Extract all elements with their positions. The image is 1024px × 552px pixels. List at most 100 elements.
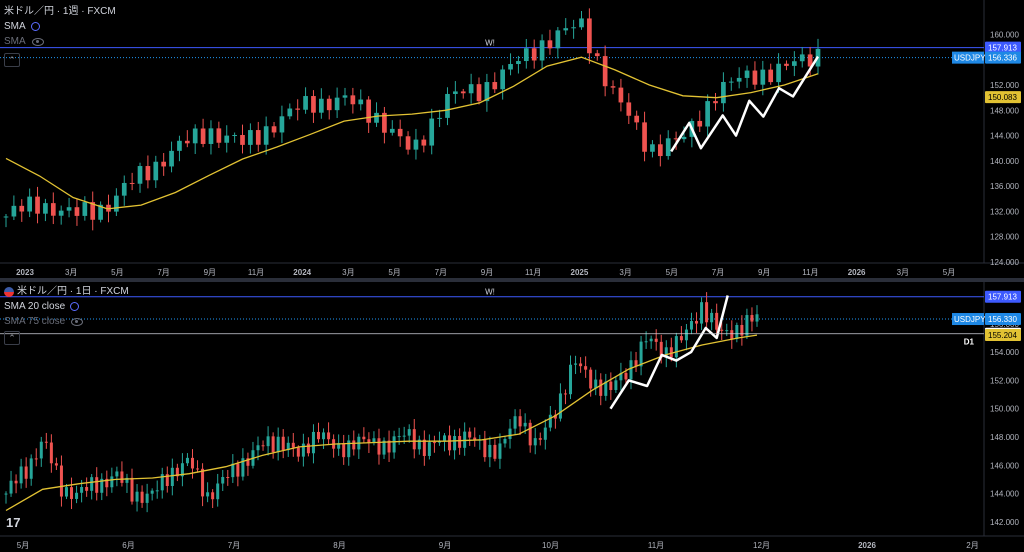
candle-body: [792, 61, 797, 66]
candle-body: [673, 138, 679, 140]
time-tick-label: 9月: [481, 268, 493, 277]
candle-body: [66, 207, 72, 211]
candle-body: [760, 69, 766, 85]
indicator-settings-icon[interactable]: [30, 22, 40, 31]
pane-divider[interactable]: [0, 278, 1024, 282]
collapse-legend-button[interactable]: ⌃: [4, 331, 20, 345]
daily-chart-plot[interactable]: 158.000156.000154.000152.000150.000148.0…: [0, 282, 1024, 552]
daily-legend: 米ドル／円 · 1日 · FXCM SMA 20 close SMA 75 cl…: [4, 284, 129, 329]
candle-body: [352, 440, 356, 450]
candle-body: [453, 436, 457, 451]
candle-body: [728, 81, 734, 83]
candle-body: [776, 63, 781, 83]
candle-body: [216, 483, 220, 500]
timeframe-label: D1: [964, 338, 975, 347]
candle-body: [492, 82, 498, 90]
daily-sma20-legend[interactable]: SMA 20 close: [4, 301, 66, 312]
candle-body: [807, 54, 813, 67]
candle-body: [735, 324, 739, 340]
candle-body: [736, 77, 742, 82]
candle-body: [389, 128, 395, 133]
indicator-settings-icon[interactable]: [70, 302, 80, 311]
candle-body: [49, 442, 53, 464]
candle-body: [246, 458, 250, 466]
sma-price-label: 150.083: [988, 93, 1017, 102]
sma-price-label-bg: [985, 329, 1021, 342]
candle-body: [98, 204, 103, 220]
hidden-eye-icon[interactable]: [31, 37, 44, 46]
time-tick-label: 12月: [753, 541, 770, 550]
candle-body: [226, 477, 230, 479]
alert-price-label-bg: [985, 290, 1021, 303]
time-tick-label: 5月: [388, 268, 400, 277]
weekly-chart-pane[interactable]: 160.000156.000152.000148.000144.000140.0…: [0, 0, 1024, 278]
daily-title[interactable]: 米ドル／円 · 1日 · FXCM: [17, 286, 129, 297]
candle-body: [752, 70, 758, 85]
price-tick-label: 148.000: [990, 433, 1019, 442]
weekly-sma2-legend[interactable]: SMA: [4, 36, 26, 47]
collapse-legend-button[interactable]: ⌃: [4, 53, 20, 67]
candle-body: [460, 91, 466, 94]
candle-body: [58, 210, 64, 216]
sma-line: [5, 334, 758, 512]
weekly-sma-legend[interactable]: SMA: [4, 21, 26, 32]
candle-body: [74, 207, 80, 216]
weekly-chart-plot[interactable]: 160.000156.000152.000148.000144.000140.0…: [0, 0, 1024, 278]
candle-body: [366, 99, 371, 123]
candle-body: [421, 139, 427, 146]
zigzag-annotation: [670, 55, 820, 153]
candle-body: [50, 203, 56, 216]
alert-price-label-bg: [985, 41, 1021, 54]
hidden-eye-icon[interactable]: [71, 317, 84, 326]
candle-body: [24, 466, 28, 479]
candle-body: [9, 480, 13, 494]
candle-body: [372, 438, 376, 443]
time-tick-label: 7月: [712, 268, 724, 277]
candle-body: [784, 63, 789, 66]
time-tick-label: 2026: [848, 268, 866, 277]
candle-body: [70, 487, 74, 499]
candle-body: [553, 414, 557, 419]
alert-label: W!: [485, 288, 495, 297]
candle-body: [508, 64, 513, 70]
daily-chart-pane[interactable]: 158.000156.000154.000152.000150.000148.0…: [0, 282, 1024, 552]
candle-body: [579, 363, 583, 367]
candle-body: [322, 432, 326, 440]
time-tick-label: 11月: [525, 268, 541, 277]
candle-body: [240, 134, 245, 145]
candle-body: [679, 336, 683, 341]
candle-body: [160, 474, 164, 491]
candle-body: [140, 491, 144, 503]
alert-price-label: 157.913: [988, 44, 1017, 53]
candle-body: [619, 372, 623, 381]
candle-body: [224, 135, 230, 143]
candle-body: [458, 436, 462, 448]
candle-body: [44, 441, 48, 443]
candle-body: [35, 196, 40, 214]
candle-body: [120, 471, 124, 483]
time-tick-label: 2025: [571, 268, 589, 277]
candle-body: [422, 439, 426, 456]
candle-body: [602, 56, 608, 87]
sma-line: [5, 56, 819, 210]
price-tick-label: 128.000: [990, 233, 1019, 242]
candle-body: [548, 414, 552, 428]
candle-body: [584, 366, 588, 370]
symbol-label: USDJPY: [954, 315, 986, 324]
candle-body: [29, 458, 33, 479]
candle-body: [3, 216, 9, 218]
candle-body: [110, 476, 114, 488]
weekly-title[interactable]: 米ドル／円 · 1週 · FXCM: [4, 6, 116, 17]
candle-body: [639, 341, 643, 367]
candle-body: [634, 115, 640, 123]
candle-body: [19, 205, 25, 212]
candle-body: [43, 203, 48, 214]
candle-body: [184, 140, 190, 144]
candle-body: [318, 98, 324, 113]
candle-body: [563, 28, 569, 31]
candle-body: [221, 477, 225, 484]
candle-body: [543, 427, 547, 440]
daily-sma75-legend[interactable]: SMA 75 close: [4, 316, 66, 327]
candle-body: [697, 120, 703, 127]
candle-body: [594, 53, 600, 57]
